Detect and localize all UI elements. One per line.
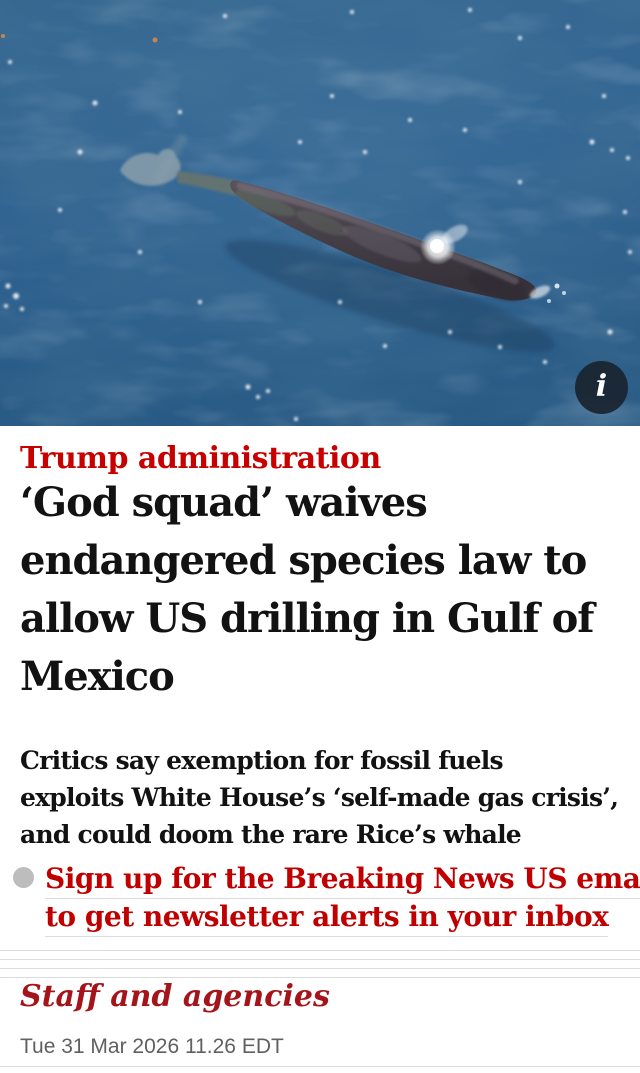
bullet-icon <box>13 867 34 888</box>
headline-line: allow US drilling in Gulf of <box>20 595 595 642</box>
headline-line: ‘God squad’ waives <box>20 479 428 526</box>
standfirst-line: and could doom the rare Rice’s whale <box>20 820 522 849</box>
whale-ocean-illustration <box>0 0 640 426</box>
info-icon: i <box>595 368 608 404</box>
newsletter-signup-link[interactable]: Sign up for the Breaking News US email t… <box>45 861 640 937</box>
image-info-button[interactable]: i <box>575 361 628 414</box>
standfirst-line: exploits White House’s ‘self-made gas cr… <box>20 783 619 812</box>
article-photo: i <box>0 0 640 426</box>
standfirst-line: Critics say exemption for fossil fuels <box>20 746 504 775</box>
bottom-divider <box>0 1066 640 1067</box>
publish-timestamp: Tue 31 Mar 2026 11.26 EDT <box>20 1035 284 1058</box>
standfirst: Critics say exemption for fossil fuels e… <box>20 742 628 853</box>
section-label[interactable]: Trump administration <box>20 441 381 476</box>
newsletter-link-line[interactable]: to get newsletter alerts in your inbox <box>45 899 609 937</box>
headline: ‘God squad’ waives endangered species la… <box>20 474 628 706</box>
byline: Staff and agencies <box>20 979 330 1014</box>
headline-line: Mexico <box>20 653 175 700</box>
headline-line: endangered species law to <box>20 537 587 584</box>
newsletter-link-line[interactable]: Sign up for the Breaking News US email <box>45 861 640 899</box>
newsletter-signup: Sign up for the Breaking News US email t… <box>13 861 640 937</box>
section-divider-rules <box>0 950 640 978</box>
